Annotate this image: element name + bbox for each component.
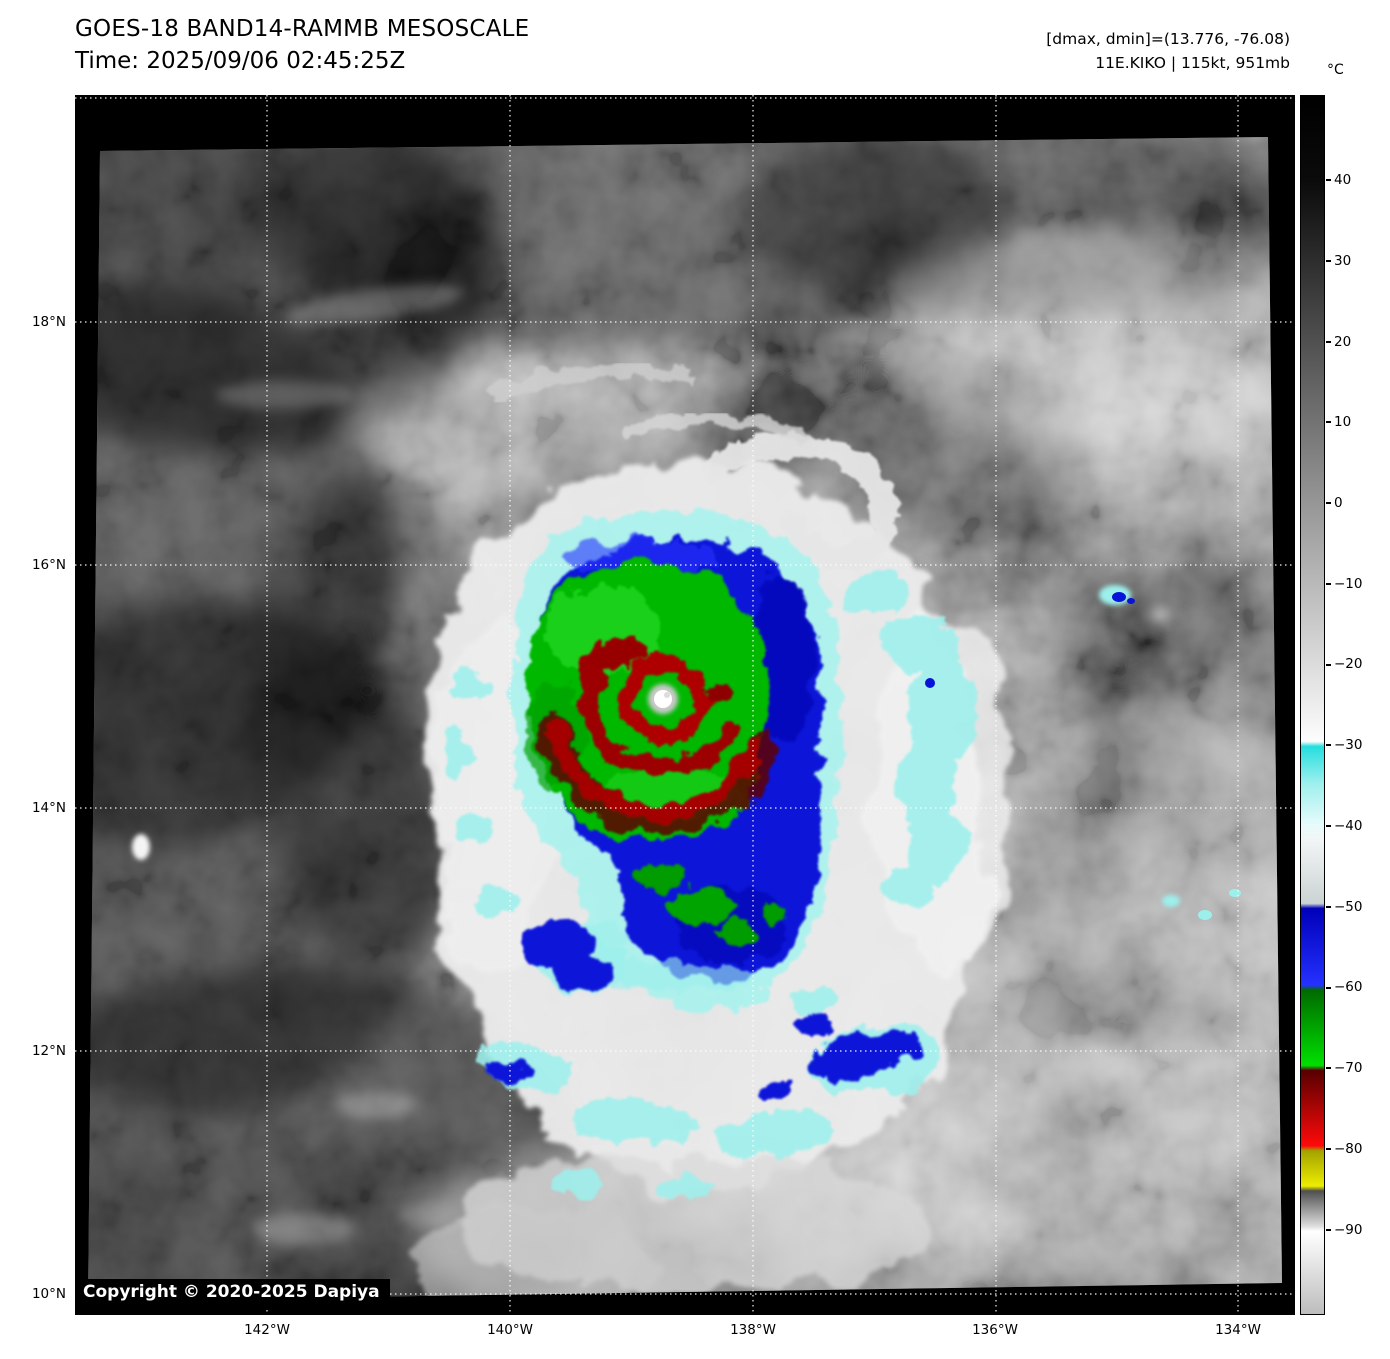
colorbar-tick — [1326, 664, 1331, 666]
colorbar-tick — [1326, 583, 1331, 585]
colorbar-tick-label: 0 — [1334, 495, 1343, 511]
lon-label: 134°W — [1215, 1322, 1261, 1338]
detached-blue-cells — [487, 919, 920, 1100]
colorbar-tick — [1326, 341, 1331, 343]
colorbar-tick-label: −50 — [1334, 899, 1363, 915]
satellite-data-area — [88, 137, 1282, 1301]
lon-label: 138°W — [730, 1322, 776, 1338]
colorbar-tick-label: −40 — [1334, 818, 1363, 834]
lon-label: 136°W — [972, 1322, 1018, 1338]
colorbar-tick-label: −80 — [1334, 1141, 1363, 1157]
remote-cold-specks — [132, 585, 1241, 920]
colorbar-tick-label: 40 — [1334, 172, 1352, 188]
range-readout: [dmax, dmin]=(13.776, -76.08) — [1046, 30, 1290, 48]
colorbar-tick — [1326, 260, 1331, 262]
colorbar-tick — [1326, 744, 1331, 746]
colorbar-tick — [1326, 1229, 1331, 1231]
colorbar-tick-label: −90 — [1334, 1222, 1363, 1238]
hurricane-eye — [648, 684, 678, 714]
storm-readout: 11E.KIKO | 115kt, 951mb — [1095, 54, 1290, 72]
colorbar-tick-label: −10 — [1334, 576, 1363, 592]
satellite-image-panel: Copyright © 2020-2025 Dapiya — [75, 95, 1295, 1315]
lat-label: 14°N — [31, 800, 66, 816]
cyan-band-patches — [442, 573, 979, 1199]
red-eyewall-spiral — [538, 636, 776, 834]
colorbar-tick — [1326, 1067, 1331, 1069]
colorbar-tick-label: 20 — [1334, 334, 1352, 350]
lat-label: 10°N — [31, 1286, 66, 1302]
colorbar-gradient — [1300, 95, 1325, 1315]
lat-label: 12°N — [31, 1043, 66, 1059]
colorbar-tick-label: −70 — [1334, 1060, 1363, 1076]
colorbar-tick — [1326, 421, 1331, 423]
page-title: GOES-18 BAND14-RAMMB MESOSCALE — [75, 16, 530, 42]
colorbar-unit-label: °C — [1327, 62, 1344, 78]
lat-label: 18°N — [31, 314, 66, 330]
colorbar-tick — [1326, 825, 1331, 827]
colorbar-tick-label: −20 — [1334, 656, 1363, 672]
colorbar-tick-label: −60 — [1334, 979, 1363, 995]
lat-label: 16°N — [31, 557, 66, 573]
colorbar-tick-label: 10 — [1334, 414, 1352, 430]
satellite-imagery — [75, 95, 1295, 1315]
colorbar-tick — [1326, 987, 1331, 989]
colorbar-tick-label: 30 — [1334, 253, 1352, 269]
colorbar-tick — [1326, 1148, 1331, 1150]
colorbar-tick — [1326, 179, 1331, 181]
colorbar-tick — [1326, 502, 1331, 504]
timestamp-label: Time: 2025/09/06 02:45:25Z — [75, 48, 406, 74]
colorbar-tick-label: −30 — [1334, 737, 1363, 753]
scattered-clouds — [215, 284, 1170, 1246]
lon-label: 142°W — [244, 1322, 290, 1338]
colorbar-tick — [1326, 906, 1331, 908]
latlon-gridlines — [75, 95, 1295, 1315]
lon-label: 140°W — [487, 1322, 533, 1338]
copyright-badge: Copyright © 2020-2025 Dapiya — [75, 1279, 390, 1307]
